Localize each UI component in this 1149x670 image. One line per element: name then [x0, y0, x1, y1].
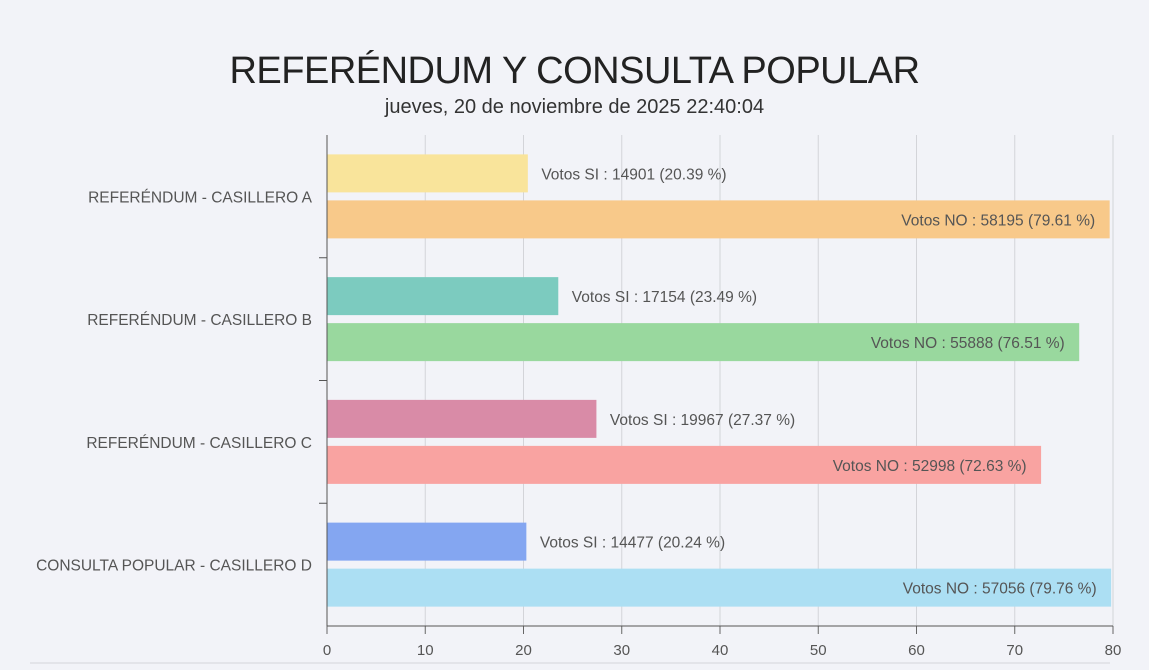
- data-label-no: Votos NO : 55888 (76.51 %): [871, 335, 1065, 352]
- data-label-si: Votos SI : 17154 (23.49 %): [572, 289, 757, 306]
- bar-votos-no: [327, 323, 1080, 362]
- x-tick-label: 20: [515, 642, 532, 659]
- category-label: REFERÉNDUM - CASILLERO B: [87, 312, 312, 329]
- data-label-si: Votos SI : 14477 (20.24 %): [540, 535, 725, 552]
- category-label: CONSULTA POPULAR - CASILLERO D: [36, 558, 312, 575]
- x-tick-label: 80: [1105, 642, 1122, 659]
- x-tick-label: 30: [613, 642, 630, 659]
- category-label: REFERÉNDUM - CASILLERO A: [88, 189, 313, 206]
- category-label: REFERÉNDUM - CASILLERO C: [86, 435, 312, 452]
- bar-votos-si: [327, 399, 597, 438]
- x-tick-label: 60: [908, 642, 925, 659]
- chart-title: REFERÉNDUM Y CONSULTA POPULAR: [229, 50, 920, 92]
- x-tick-label: 40: [712, 642, 729, 659]
- bar-votos-no: [327, 445, 1042, 484]
- data-label-si: Votos SI : 14901 (20.39 %): [541, 166, 726, 183]
- x-tick-label: 10: [417, 642, 434, 659]
- chart-subtitle: jueves, 20 de noviembre de 2025 22:40:04: [384, 96, 765, 118]
- x-tick-label: 50: [810, 642, 827, 659]
- x-tick-label: 0: [323, 642, 331, 659]
- bar-votos-si: [327, 522, 527, 561]
- bar-votos-no: [327, 200, 1110, 239]
- data-label-no: Votos NO : 58195 (79.61 %): [901, 212, 1095, 229]
- bar-votos-si: [327, 154, 528, 193]
- data-label-no: Votos NO : 57056 (79.76 %): [903, 581, 1097, 598]
- bar-votos-si: [327, 277, 559, 316]
- bar-votos-no: [327, 568, 1112, 607]
- data-label-si: Votos SI : 19967 (27.37 %): [610, 412, 795, 429]
- data-label-no: Votos NO : 52998 (72.63 %): [833, 458, 1027, 475]
- x-tick-label: 70: [1006, 642, 1023, 659]
